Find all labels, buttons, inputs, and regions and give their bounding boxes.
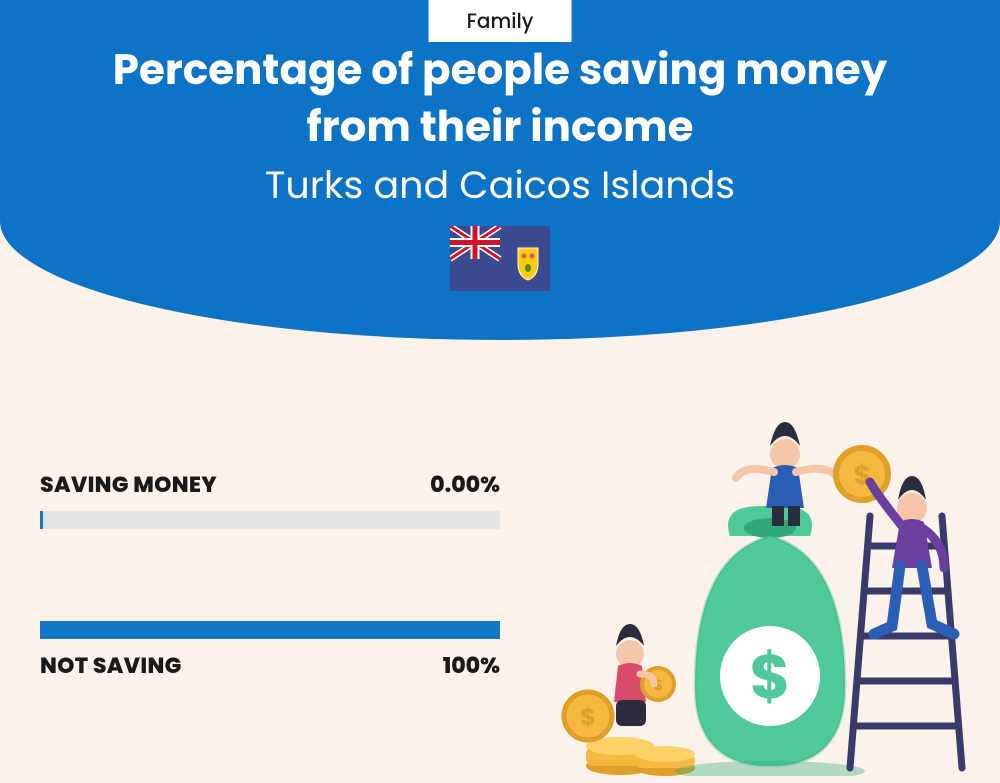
bars-section: SAVING MONEY 0.00% NOT SAVING 100% (40, 468, 500, 774)
svg-text:$: $ (853, 458, 870, 494)
subtitle: Turks and Caicos Islands (0, 157, 1000, 214)
svg-text:$: $ (750, 633, 791, 720)
svg-text:$: $ (580, 701, 596, 734)
category-badge: Family (429, 0, 572, 42)
money-bag-icon: $ (675, 506, 865, 776)
flag-icon (450, 226, 550, 298)
bar-value: 0.00% (430, 468, 500, 501)
person-icon: $ (836, 448, 954, 634)
title-block: Percentage of people saving money from t… (0, 42, 1000, 214)
bar-group-saving: SAVING MONEY 0.00% (40, 468, 500, 529)
bar-label: SAVING MONEY (40, 468, 217, 501)
title-line-2: from their income (0, 99, 1000, 156)
bar-label: NOT SAVING (40, 649, 182, 682)
bar-value: 100% (443, 649, 500, 682)
bar-track (40, 511, 500, 529)
bar-fill (40, 621, 500, 639)
title-line-1: Percentage of people saving money (0, 42, 1000, 99)
category-text: Family (467, 7, 534, 35)
money-illustration: $ $ $ (560, 416, 980, 776)
bar-track (40, 621, 500, 639)
bar-group-notsaving: NOT SAVING 100% (40, 621, 500, 682)
bar-fill (40, 511, 43, 529)
person-icon: $ (614, 624, 674, 726)
